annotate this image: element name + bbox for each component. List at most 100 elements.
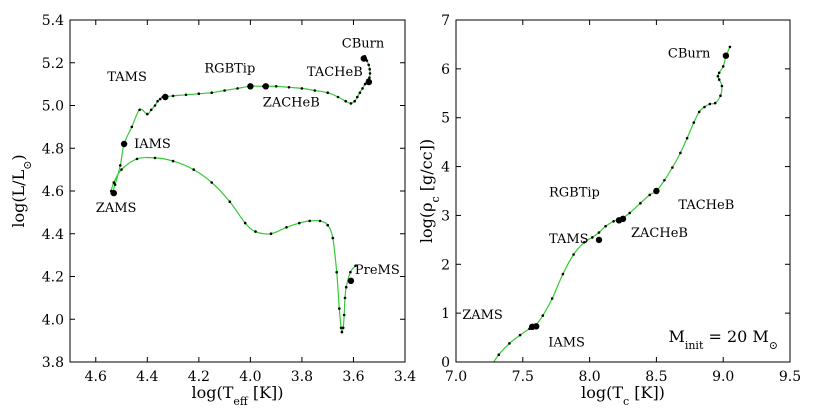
y-tick-label: 5.4 [42,13,64,29]
label-zacheb: ZACHeB [631,226,688,241]
x-tick-label: 3.8 [291,369,313,385]
x-tick-label: 9.5 [779,369,801,385]
point-cburn [360,55,367,62]
track-marker [550,297,554,300]
point-zacheb [262,83,269,90]
y-tick-label: 2 [441,257,450,273]
track-marker [648,193,651,197]
y-tick-label: 5 [441,111,450,127]
track-marker [663,179,666,182]
track-marker [497,353,501,357]
track-marker [308,219,312,223]
left-track-markers [109,55,372,334]
point-tams [162,93,169,101]
x-tick-label: 7.5 [512,369,534,385]
x-tick-label: 3.6 [342,369,364,385]
y-tick-label: 4.0 [42,312,64,328]
track-marker [331,236,335,240]
track-marker [628,211,631,215]
track-marker [300,87,304,90]
y-tick-label: 1 [441,306,450,322]
track-marker [720,84,724,88]
track-marker [184,93,188,97]
track-marker [491,363,494,366]
track-marker [356,95,359,99]
point-iams [533,323,540,330]
track-marker [254,230,257,233]
track-marker [119,164,122,167]
right-track-markers [491,45,732,366]
right-y-axis-label: log(ρc [g/cc]) [417,139,442,243]
track-marker [354,264,357,268]
label-rgbtip: RGBTip [204,61,255,76]
right-key-points: ZAMS IAMS TAMS RGBTip ZACHeB TACHeB CBurn [462,47,734,351]
label-zacheb: ZACHeB [263,95,320,110]
track-marker [338,307,341,310]
y-tick-label: 4 [441,160,450,176]
track-marker [149,108,153,112]
track-marker [343,296,347,300]
track-marker [158,97,162,101]
point-zams [110,189,118,197]
y-tick-label: 3 [441,208,450,224]
track-marker [197,92,201,95]
left-x-axis-label: log(Teff [K]) [192,383,284,408]
label-cburn: CBurn [668,47,711,62]
label-tacheb: TACHeB [307,65,363,80]
track-marker [138,108,141,112]
track-marker [210,181,213,184]
track-marker [156,99,159,103]
track-marker [335,270,339,274]
track-marker [326,223,330,227]
track-marker [243,221,247,225]
track-marker [692,121,696,124]
track-marker [223,89,226,92]
track-marker [713,101,717,105]
track-marker [561,272,565,276]
label-zams: ZAMS [96,201,137,216]
x-tick-label: 4.6 [85,369,107,385]
track-marker [716,74,720,78]
track-marker [358,91,362,94]
track-marker [368,72,372,75]
y-tick-label: 3.8 [42,355,64,371]
label-rgbtip: RGBTip [549,185,600,200]
track-marker [728,45,732,49]
label-zams: ZAMS [462,308,503,323]
label-iams: IAMS [548,335,585,350]
track-marker [541,314,545,317]
x-tick-label: 7.0 [445,369,467,385]
track-marker [171,159,175,163]
y-tick-label: 4.8 [42,141,64,157]
y-tick-label: 6 [441,62,450,78]
track-marker [671,166,674,169]
x-tick-label: 8.5 [645,369,667,385]
track-marker [313,89,317,92]
point-tacheb [365,78,373,86]
point-iams [120,140,128,148]
point-cburn [722,52,730,59]
track-marker [287,86,291,89]
track-marker [228,200,232,203]
track-marker [572,253,575,256]
track-marker [363,82,367,86]
track-marker [340,330,344,334]
track-marker [591,236,594,239]
track-marker [717,71,721,75]
track-marker [112,181,116,184]
track-marker [721,65,725,68]
left-y-axis-label: log(L/L⊙) [9,154,34,227]
x-tick-label: 8.0 [578,369,600,385]
track-marker [679,151,682,155]
left-axes-frame [69,19,406,363]
track-marker [298,221,301,225]
track-marker [236,87,239,90]
track-marker [285,226,288,229]
x-tick-label: 4.4 [136,369,158,385]
track-marker [703,105,706,109]
track-marker [344,99,348,103]
track-marker [368,67,372,71]
track-marker [368,76,371,79]
point-tams [595,236,603,244]
track-marker [518,333,522,337]
